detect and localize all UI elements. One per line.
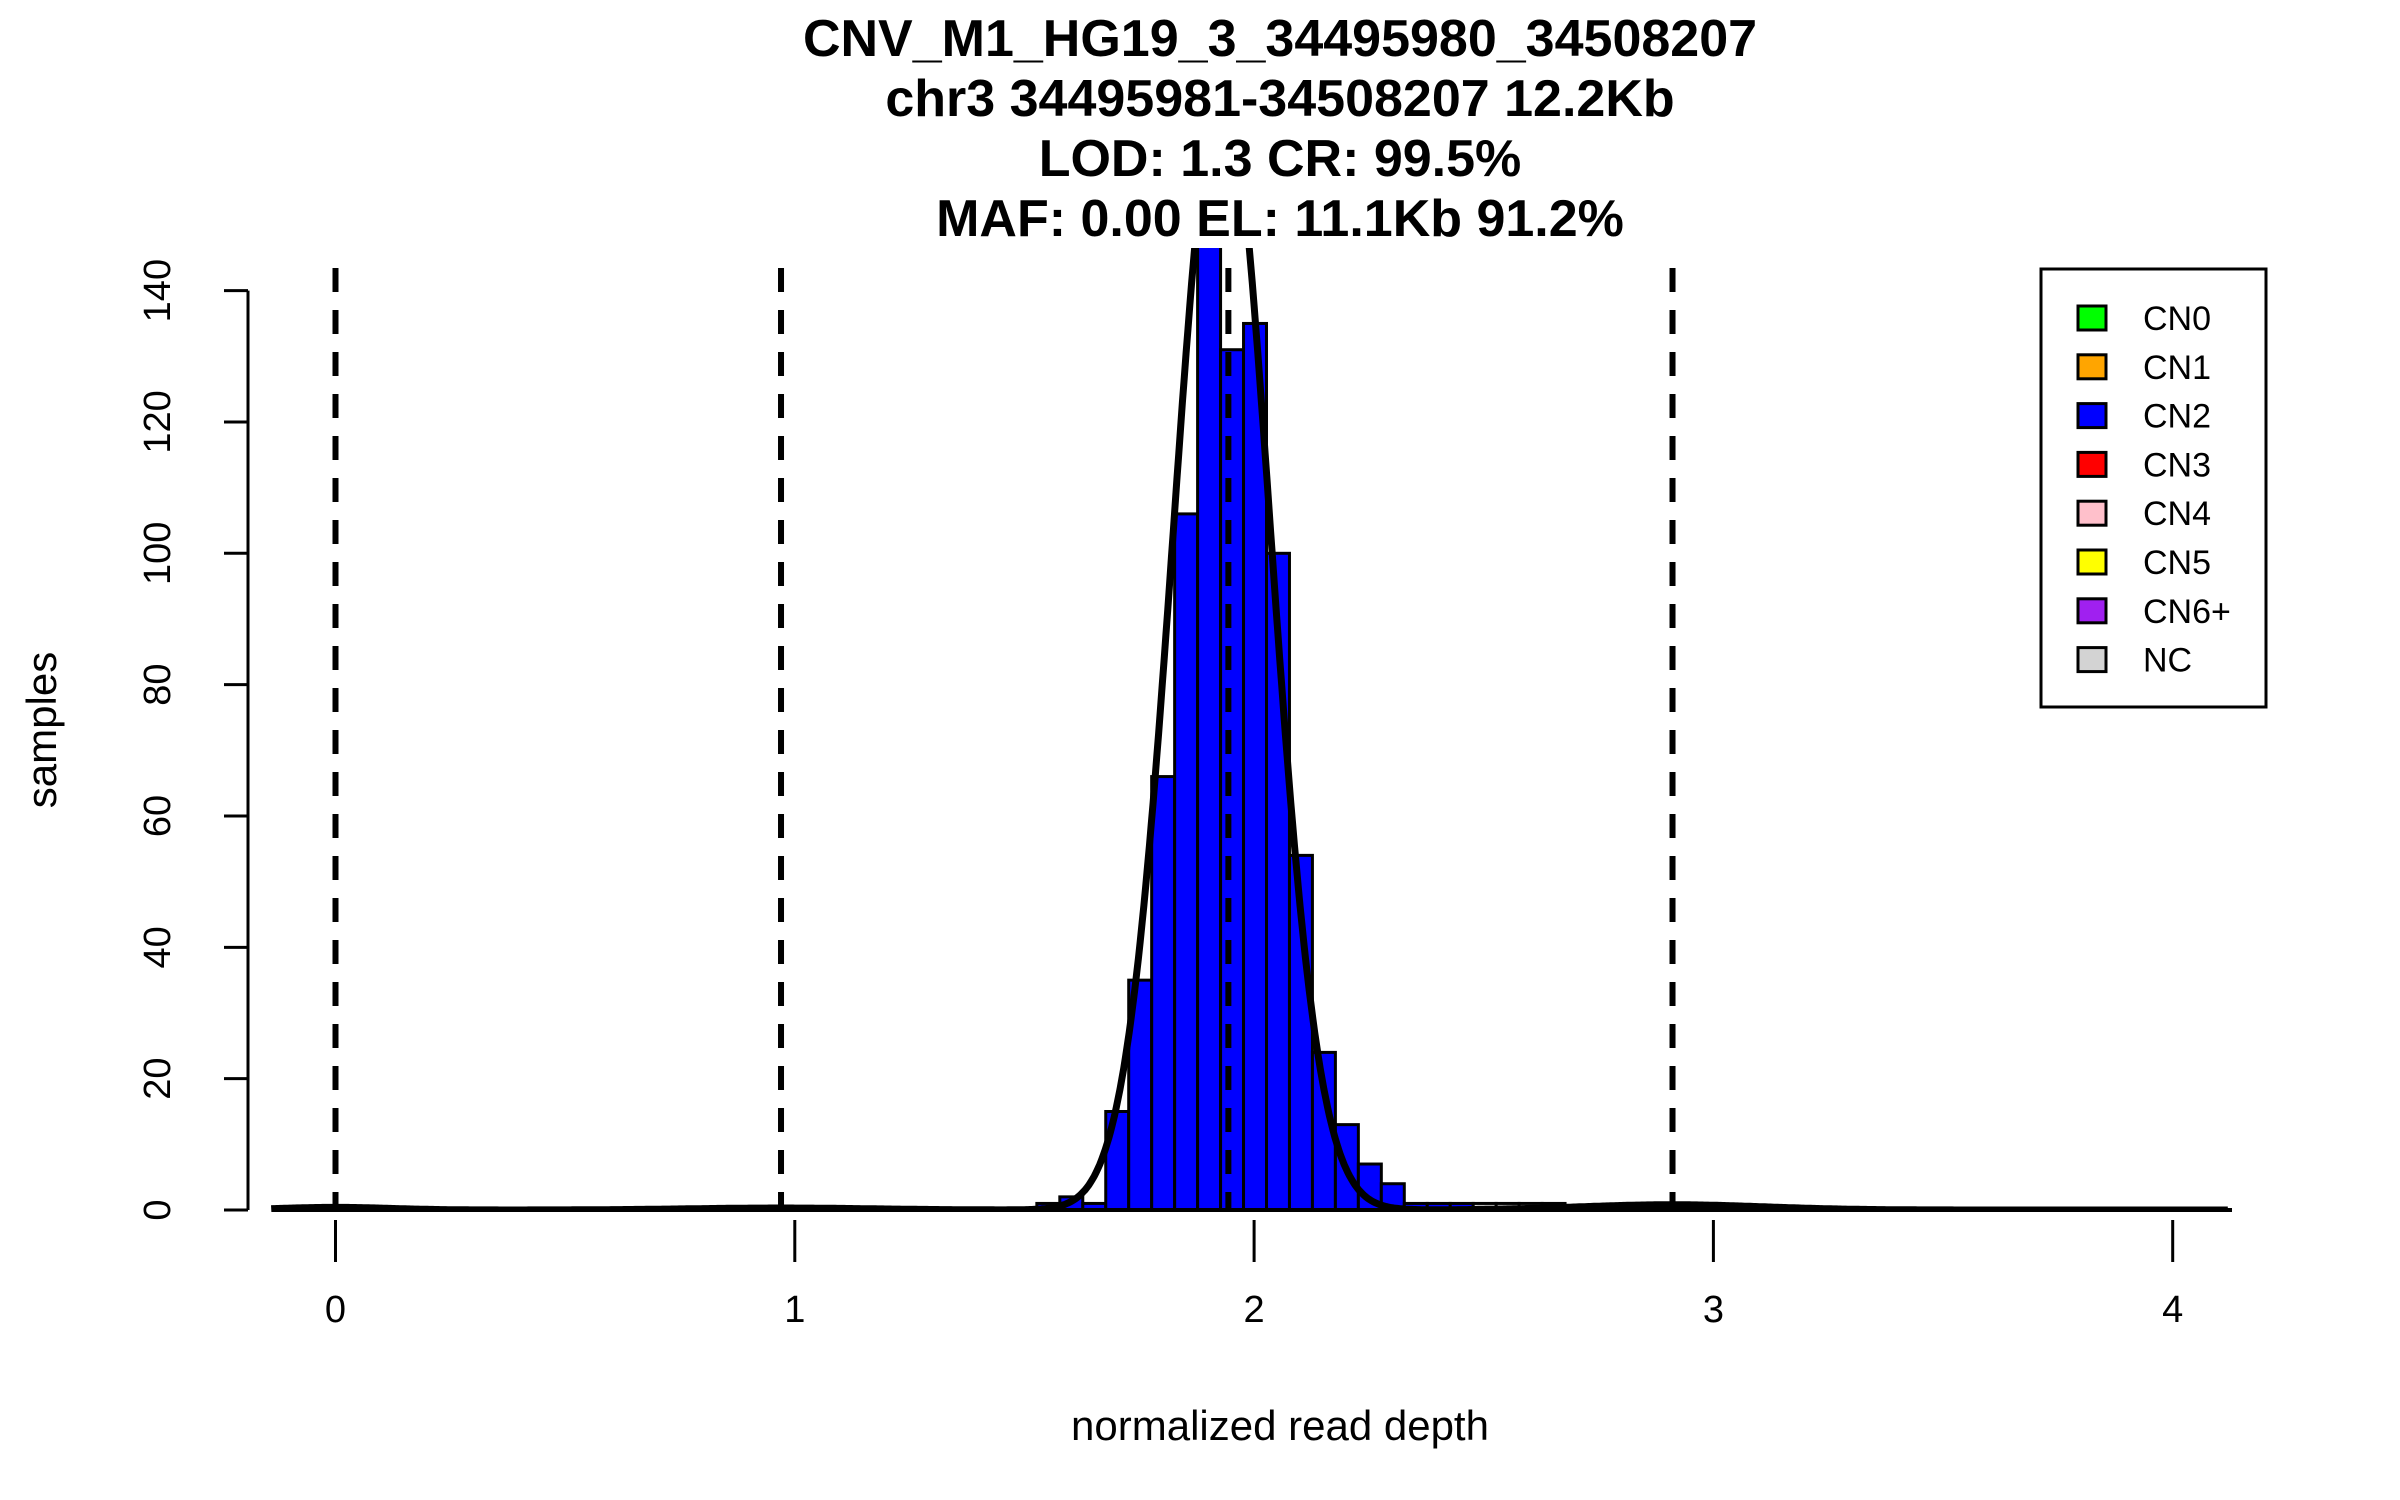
title-line-1: CNV_M1_HG19_3_34495980_34508207	[803, 10, 1757, 68]
title-line-4: MAF: 0.00 EL: 11.1Kb 91.2%	[936, 190, 1624, 248]
y-tick-label: 60	[137, 795, 179, 837]
legend: CN0 CN1 CN2 CN3 CN4 CN5 CN6+ NC	[2039, 267, 2268, 709]
y-tick-label: 140	[137, 259, 179, 322]
dashed-lines	[332, 268, 1676, 1210]
y-tick-label: 80	[137, 663, 179, 705]
y-axis-label: samples	[18, 652, 65, 808]
histogram-bar	[1219, 348, 1246, 1212]
histogram-bar	[1196, 248, 1223, 1212]
legend-label: CN4	[2143, 495, 2211, 533]
x-axis-label: normalized read depth	[1071, 1402, 1489, 1449]
legend-label: CN1	[2143, 349, 2211, 387]
density-curve	[271, 248, 2228, 1212]
x-tick-label: 3	[1703, 1289, 1724, 1331]
y-tick-label: 100	[137, 522, 179, 585]
chart-title: CNV_M1_HG19_3_34495980_34508207 chr3 344…	[803, 10, 1757, 248]
legend-swatch-nc	[2076, 646, 2108, 674]
legend-swatch-cn0	[2076, 304, 2108, 332]
legend-label: NC	[2143, 642, 2192, 680]
legend-swatch-cn3	[2076, 450, 2108, 478]
title-line-3: LOD: 1.3 CR: 99.5%	[1039, 130, 1522, 188]
x-tick-label: 2	[1244, 1289, 1265, 1331]
legend-swatch-cn5	[2076, 548, 2108, 576]
y-tick-label: 40	[137, 926, 179, 968]
x-tick-label: 0	[325, 1289, 346, 1331]
x-tick-label: 4	[2162, 1289, 2183, 1331]
legend-box	[2039, 267, 2268, 709]
x-axis: 0 1 2 3 4	[325, 1220, 2183, 1331]
legend-swatch-cn6plus	[2076, 597, 2108, 625]
legend-label: CN2	[2143, 398, 2211, 436]
title-line-2: chr3 34495981-34508207 12.2Kb	[885, 70, 1674, 128]
legend-swatch-cn1	[2076, 353, 2108, 381]
histogram-bar	[1173, 512, 1200, 1212]
legend-label: CN0	[2143, 300, 2211, 338]
legend-swatch-cn2	[2076, 402, 2108, 430]
histogram-bar	[1150, 775, 1177, 1212]
x-tick-label: 1	[784, 1289, 805, 1331]
y-tick-label: 120	[137, 390, 179, 453]
y-tick-label: 20	[137, 1058, 179, 1100]
legend-label: CN5	[2143, 544, 2211, 582]
legend-label: CN6+	[2143, 593, 2231, 631]
y-tick-label: 0	[137, 1199, 179, 1220]
legend-swatch-cn4	[2076, 499, 2108, 527]
legend-label: CN3	[2143, 446, 2211, 484]
y-axis: 0 20 40 60 80 100 120 140	[137, 259, 250, 1221]
histogram-bars	[1035, 248, 1659, 1212]
